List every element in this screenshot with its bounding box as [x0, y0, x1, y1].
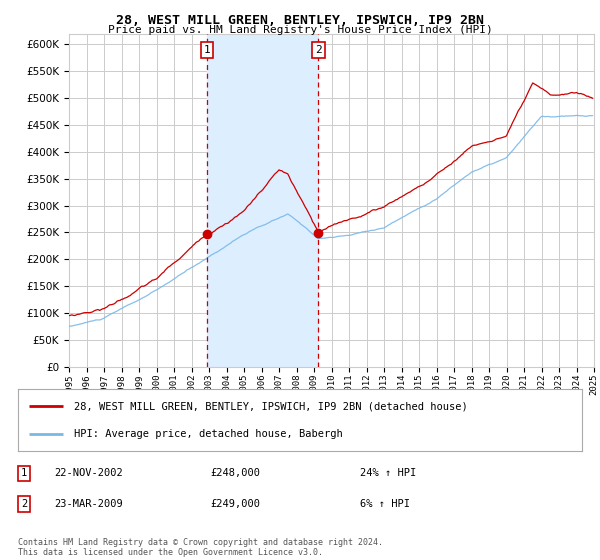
- Text: 28, WEST MILL GREEN, BENTLEY, IPSWICH, IP9 2BN: 28, WEST MILL GREEN, BENTLEY, IPSWICH, I…: [116, 14, 484, 27]
- Text: 2: 2: [21, 499, 27, 509]
- Text: HPI: Average price, detached house, Babergh: HPI: Average price, detached house, Babe…: [74, 428, 343, 438]
- Text: £248,000: £248,000: [210, 468, 260, 478]
- Text: 23-MAR-2009: 23-MAR-2009: [54, 499, 123, 509]
- Text: Price paid vs. HM Land Registry's House Price Index (HPI): Price paid vs. HM Land Registry's House …: [107, 25, 493, 35]
- Text: £249,000: £249,000: [210, 499, 260, 509]
- Bar: [207, 34, 319, 367]
- Text: 6% ↑ HPI: 6% ↑ HPI: [360, 499, 410, 509]
- Text: 2: 2: [315, 45, 322, 55]
- Text: 24% ↑ HPI: 24% ↑ HPI: [360, 468, 416, 478]
- Text: Contains HM Land Registry data © Crown copyright and database right 2024.
This d: Contains HM Land Registry data © Crown c…: [18, 538, 383, 557]
- Text: 28, WEST MILL GREEN, BENTLEY, IPSWICH, IP9 2BN (detached house): 28, WEST MILL GREEN, BENTLEY, IPSWICH, I…: [74, 402, 468, 412]
- Text: 22-NOV-2002: 22-NOV-2002: [54, 468, 123, 478]
- Text: 1: 1: [204, 45, 211, 55]
- Text: 1: 1: [21, 468, 27, 478]
